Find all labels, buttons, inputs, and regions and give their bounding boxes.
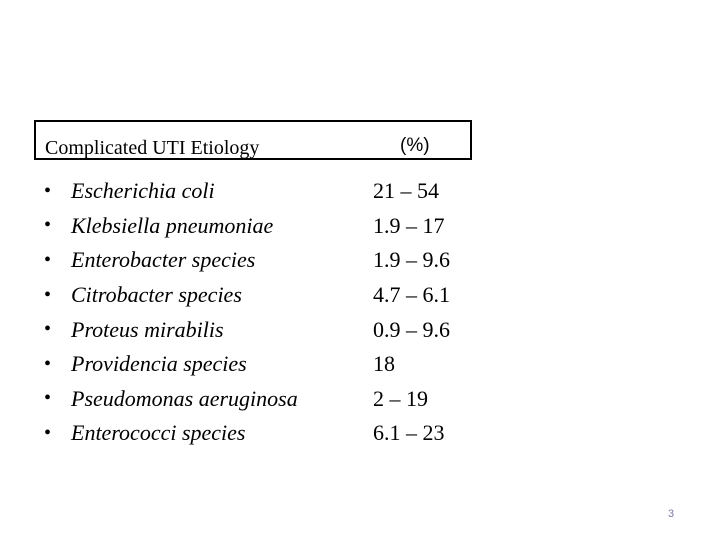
bullet: • bbox=[44, 352, 52, 375]
percent-value: 2 – 19 bbox=[373, 385, 428, 411]
header-title: Complicated UTI Etiology bbox=[45, 137, 260, 159]
bullet: • bbox=[44, 421, 52, 444]
list-item: • Escherichia coli bbox=[44, 174, 298, 209]
organism-list: • Escherichia coli • Klebsiella pneumoniae… bbox=[44, 174, 298, 451]
percent-column-header: (%) bbox=[400, 135, 430, 156]
list-item: • Proteus mirabilis bbox=[44, 312, 298, 347]
organism-name: Escherichia coli bbox=[71, 178, 215, 204]
organism-name: Providencia species bbox=[71, 351, 247, 377]
list-item: • Enterobacter species bbox=[44, 243, 298, 278]
percent-value: 1.9 – 9.6 bbox=[373, 247, 450, 273]
organism-name: Klebsiella pneumoniae bbox=[71, 212, 274, 238]
percent-list: 21 – 54 1.9 – 17 1.9 – 9.6 4.7 – 6.1 0.9… bbox=[373, 174, 450, 451]
bullet: • bbox=[44, 248, 52, 271]
bullet: • bbox=[44, 214, 52, 237]
bullet: • bbox=[44, 318, 52, 341]
organism-name: Proteus mirabilis bbox=[71, 316, 224, 342]
list-item: • Pseudomonas aeruginosa bbox=[44, 382, 298, 417]
page-number: 3 bbox=[668, 508, 675, 520]
bullet: • bbox=[44, 387, 52, 410]
percent-value: 4.7 – 6.1 bbox=[373, 282, 450, 308]
percent-value: 1.9 – 17 bbox=[373, 212, 445, 238]
list-item: • Enterococci species bbox=[44, 416, 298, 451]
organism-name: Citrobacter species bbox=[71, 282, 242, 308]
percent-value: 0.9 – 9.6 bbox=[373, 316, 450, 342]
percent-value: 6.1 – 23 bbox=[373, 420, 445, 446]
list-item: • Klebsiella pneumoniae bbox=[44, 209, 298, 244]
list-item: • Providencia species bbox=[44, 347, 298, 382]
table-header-box: Complicated UTI Etiology (%) bbox=[34, 120, 472, 160]
bullet: • bbox=[44, 179, 52, 202]
percent-value: 21 – 54 bbox=[373, 178, 439, 204]
organism-name: Enterococci species bbox=[71, 420, 246, 446]
bullet: • bbox=[44, 283, 52, 306]
percent-value: 18 bbox=[373, 351, 395, 377]
organism-name: Pseudomonas aeruginosa bbox=[71, 385, 298, 411]
list-item: • Citrobacter species bbox=[44, 278, 298, 313]
organism-name: Enterobacter species bbox=[71, 247, 256, 273]
